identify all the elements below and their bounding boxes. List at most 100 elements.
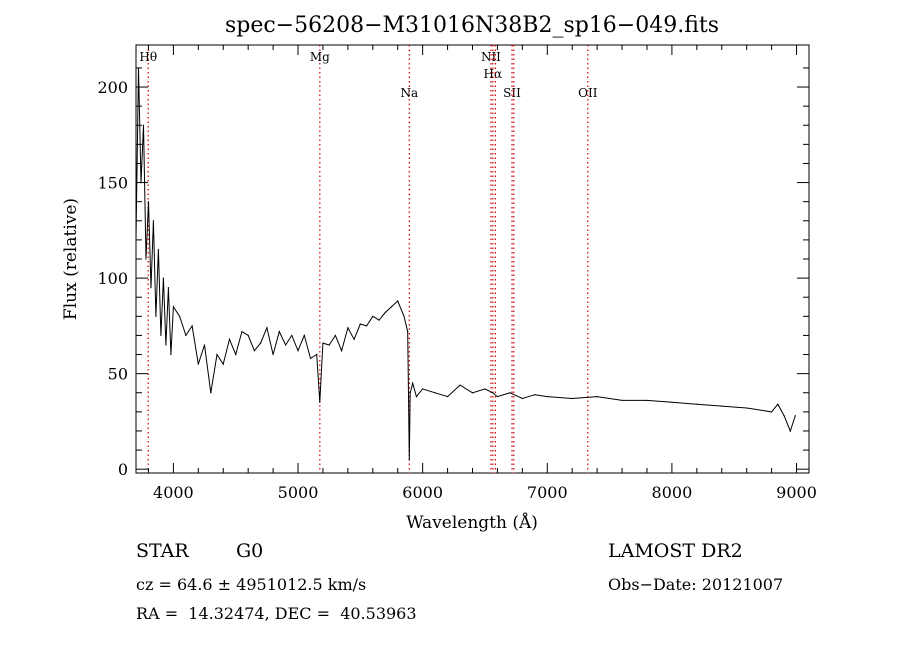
spectrum-point — [789, 430, 791, 432]
spectrum-point — [322, 342, 324, 344]
y-tick-label: 150 — [97, 174, 128, 193]
spectrum-point — [777, 403, 779, 405]
x-tick-label: 9000 — [776, 483, 817, 502]
spectrum-point — [203, 344, 206, 346]
y-tick-label: 100 — [97, 269, 128, 288]
spectral-line-label: Na — [400, 86, 418, 100]
spectrum-line — [135, 67, 796, 460]
spectrum-point — [210, 392, 212, 394]
spectrum-point — [408, 459, 410, 461]
x-tick-label: 8000 — [652, 483, 693, 502]
spectrum-point — [147, 201, 150, 203]
spectrum-point — [407, 331, 409, 333]
spectrum-point — [216, 353, 218, 356]
spectrum-point — [228, 338, 231, 340]
spectrum-point — [509, 392, 511, 394]
spectrum-point — [794, 415, 796, 417]
spectrum-point — [135, 239, 137, 241]
spectrum-point — [359, 323, 361, 325]
spectrum-point — [409, 392, 411, 394]
spectrum-point — [671, 401, 673, 403]
spectrum-point — [241, 331, 243, 333]
object-type: STAR — [136, 540, 189, 562]
spectrum-point — [415, 395, 418, 398]
spectrum-point — [260, 342, 262, 344]
spectrum-point — [191, 325, 193, 327]
spectrum-point — [746, 407, 748, 409]
spectrum-point — [347, 327, 349, 329]
spectrum-point — [403, 315, 405, 317]
spectrum-point — [142, 124, 145, 126]
spectrum-point — [222, 363, 224, 365]
spectrum-point — [422, 388, 424, 390]
spectrum-point — [247, 334, 249, 337]
spectrum-point — [170, 353, 172, 356]
spectrum-point — [378, 319, 380, 321]
spectrum-point — [140, 181, 142, 184]
spectrum-point — [235, 353, 237, 356]
spectrum-point — [484, 388, 486, 390]
spectrum-point — [150, 287, 152, 289]
spectrum-point — [471, 392, 474, 394]
spectral-line-label: OII — [578, 86, 598, 100]
spectrum-point — [316, 353, 318, 356]
spectrum-point — [621, 399, 623, 401]
spectrum-point — [253, 350, 255, 352]
spectrum-point — [328, 344, 330, 346]
spectrum-point — [771, 411, 773, 413]
series-group — [135, 67, 796, 461]
spectrum-point — [167, 287, 170, 289]
spectrum-point — [534, 394, 536, 396]
spectral-line-label: Mg — [310, 50, 330, 64]
spectrum-point — [303, 334, 305, 337]
spectrum-point — [309, 357, 312, 359]
spectral-line-label: SII — [503, 86, 521, 100]
spectrum-point — [160, 334, 162, 337]
spectrum-point — [179, 315, 181, 317]
obs-date: Obs−Date: 20121007 — [608, 575, 784, 594]
spectrum-point — [266, 327, 268, 329]
spectrum-point — [272, 353, 274, 356]
spectrum-point — [496, 395, 499, 398]
spectrum-point — [646, 399, 648, 401]
spectrum-point — [137, 67, 140, 69]
spectrum-point — [384, 311, 386, 314]
spectrum-point — [145, 258, 147, 260]
spectrum-point — [353, 338, 355, 340]
spectrum-point — [278, 331, 280, 333]
spectrum-point — [165, 344, 167, 346]
axis-ticks: 4000 5000 6000 7000 8000 9000 0 50 100 150 200 — [97, 45, 817, 502]
spectrum-point — [297, 350, 299, 352]
spectral-line-label: Hα — [484, 67, 503, 81]
spectrum-point — [291, 334, 293, 337]
spectrum-point — [155, 315, 157, 317]
x-axis-label: Wavelength (Å) — [406, 512, 538, 533]
coordinates: RA = 14.32474, DEC = 40.53963 — [136, 604, 417, 623]
y-tick-label: 200 — [97, 78, 128, 97]
spectrum-point — [492, 392, 494, 394]
spectrum-point — [521, 397, 523, 400]
spectrum-point — [397, 300, 399, 302]
spectrum-point — [434, 392, 436, 394]
spectrum-point — [571, 397, 573, 400]
spectrum-point — [162, 277, 165, 279]
spectral-line-label: Hθ — [139, 50, 157, 64]
spectrum-point — [390, 306, 393, 308]
spectrum-point — [546, 395, 548, 398]
spectrum-point — [365, 325, 368, 327]
spectrum-point — [341, 350, 343, 352]
spectrum-point — [284, 344, 287, 346]
chart-title: spec−56208−M31016N38B2_sp16−049.fits — [225, 13, 719, 38]
x-tick-label: 7000 — [527, 483, 568, 502]
x-tick-label: 4000 — [153, 483, 194, 502]
spectrum-point — [197, 363, 199, 365]
plot-frame — [135, 44, 810, 474]
spectrum-point — [185, 334, 187, 337]
spectrum-point — [459, 384, 461, 386]
spectrum-point — [596, 395, 598, 398]
survey-name: LAMOST DR2 — [608, 540, 743, 562]
spectrum-point — [334, 334, 337, 337]
redshift-readout: cz = 64.6 ± 4951012.5 km/s — [136, 575, 367, 594]
